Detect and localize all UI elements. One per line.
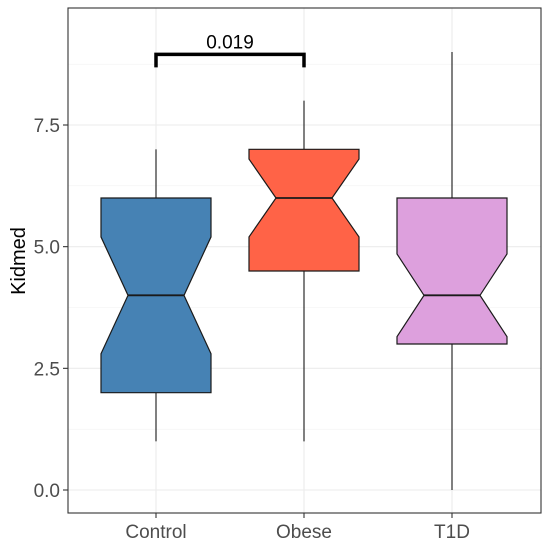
boxes — [100, 52, 508, 490]
x-tick-label: T1D — [434, 522, 470, 543]
y-tick-label: 2.5 — [34, 359, 60, 380]
y-axis-title: Kidmed — [8, 227, 30, 295]
x-tick-label: Control — [125, 522, 186, 543]
box-obese — [248, 100, 360, 442]
y-tick-label: 7.5 — [34, 116, 60, 137]
y-tick-label: 5.0 — [34, 238, 60, 259]
box-t1d — [396, 52, 508, 490]
notched-box — [248, 148, 360, 272]
significance-annotations: 0.019 — [154, 32, 306, 68]
bracket-line — [154, 52, 306, 68]
p-value-label: 0.019 — [206, 32, 254, 53]
axes: 0.0 2.5 5.0 7.5 Control Obese T1D — [34, 116, 470, 543]
significance-bracket: 0.019 — [154, 32, 306, 68]
x-tick-label: Obese — [276, 522, 332, 543]
y-tick-label: 0.0 — [34, 481, 60, 502]
box-control — [100, 149, 212, 442]
notched-box — [396, 197, 508, 345]
